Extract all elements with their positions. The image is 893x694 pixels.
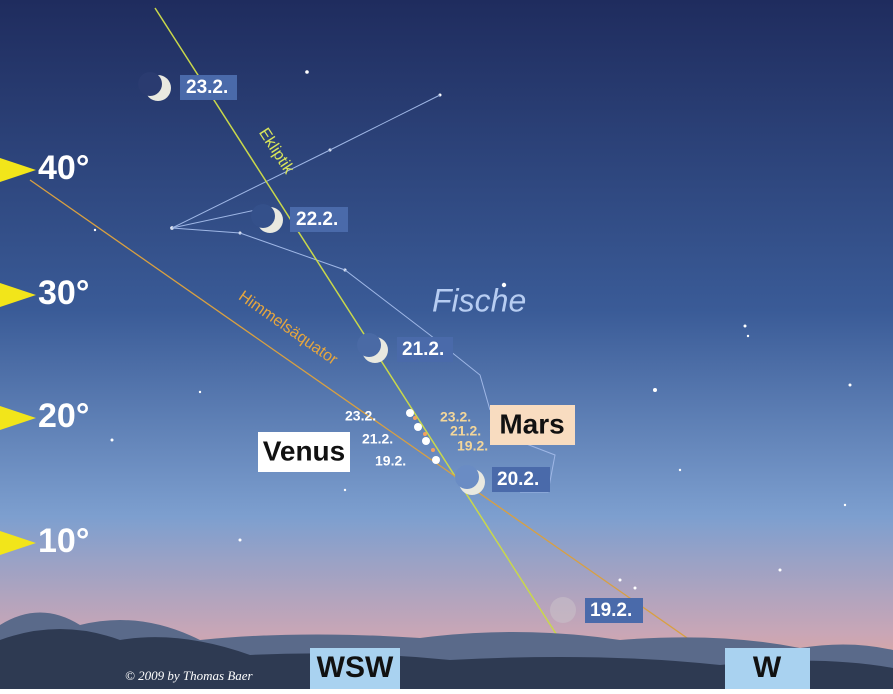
venus-date: 23.2.: [345, 408, 376, 424]
mars-label: Mars: [499, 408, 564, 439]
constellation-label: Fische: [432, 282, 526, 318]
mars-date: 23.2.: [440, 409, 471, 425]
constellation-lines: [171, 207, 266, 229]
venus-date: 19.2.: [375, 453, 406, 469]
moon-date: 20.2.: [497, 469, 539, 490]
moons: 23.2. 22.2. 21.2. 20.2. 19.2.: [138, 72, 643, 623]
moon-date: 19.2.: [590, 600, 632, 621]
direction-label: W: [753, 651, 782, 684]
direction-box: [310, 648, 400, 689]
mars-date: 19.2.: [457, 438, 488, 454]
altitude-label: 20°: [38, 397, 89, 435]
moon-date: 22.2.: [296, 209, 338, 230]
ecliptic: [154, 7, 561, 641]
copyright: © 2009 by Thomas Baer: [125, 668, 254, 683]
altitude-label: 10°: [38, 522, 89, 560]
horizon: [0, 612, 893, 689]
celestial-equator: [29, 179, 691, 641]
mars-date: 21.2.: [450, 423, 481, 439]
venus-label: Venus: [263, 435, 345, 466]
moon-date: 23.2.: [186, 77, 228, 98]
direction-box: [725, 648, 810, 689]
direction-label: WSW: [317, 651, 394, 684]
constellation-lines: [170, 94, 491, 411]
moon-date: 21.2.: [402, 339, 444, 360]
planets: 23.2. 21.2. 19.2. 23.2. 21.2. 19.2. Venu…: [258, 405, 575, 472]
altitude-label: 30°: [38, 274, 89, 312]
venus-date: 21.2.: [362, 431, 393, 447]
altitude-label: 40°: [38, 149, 89, 187]
